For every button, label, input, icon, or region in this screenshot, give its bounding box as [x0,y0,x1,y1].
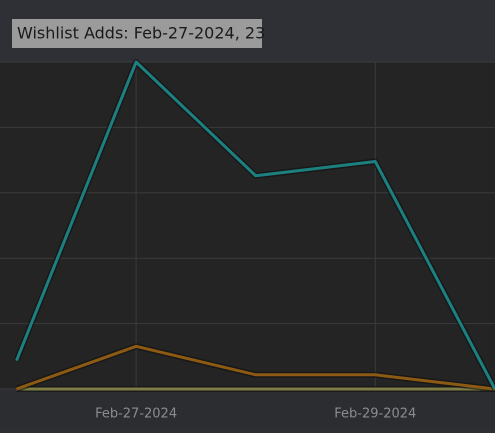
series-line [15,344,495,391]
plot-area [0,62,495,389]
tooltip-box [12,19,262,48]
series-line [15,60,495,390]
x-tick-label: Feb-27-2024 [95,407,177,422]
x-tick-label: Feb-29-2024 [334,407,416,422]
tooltip: Wishlist Adds: Feb-27-2024, 23 [17,24,265,43]
x-axis-band [0,389,495,429]
